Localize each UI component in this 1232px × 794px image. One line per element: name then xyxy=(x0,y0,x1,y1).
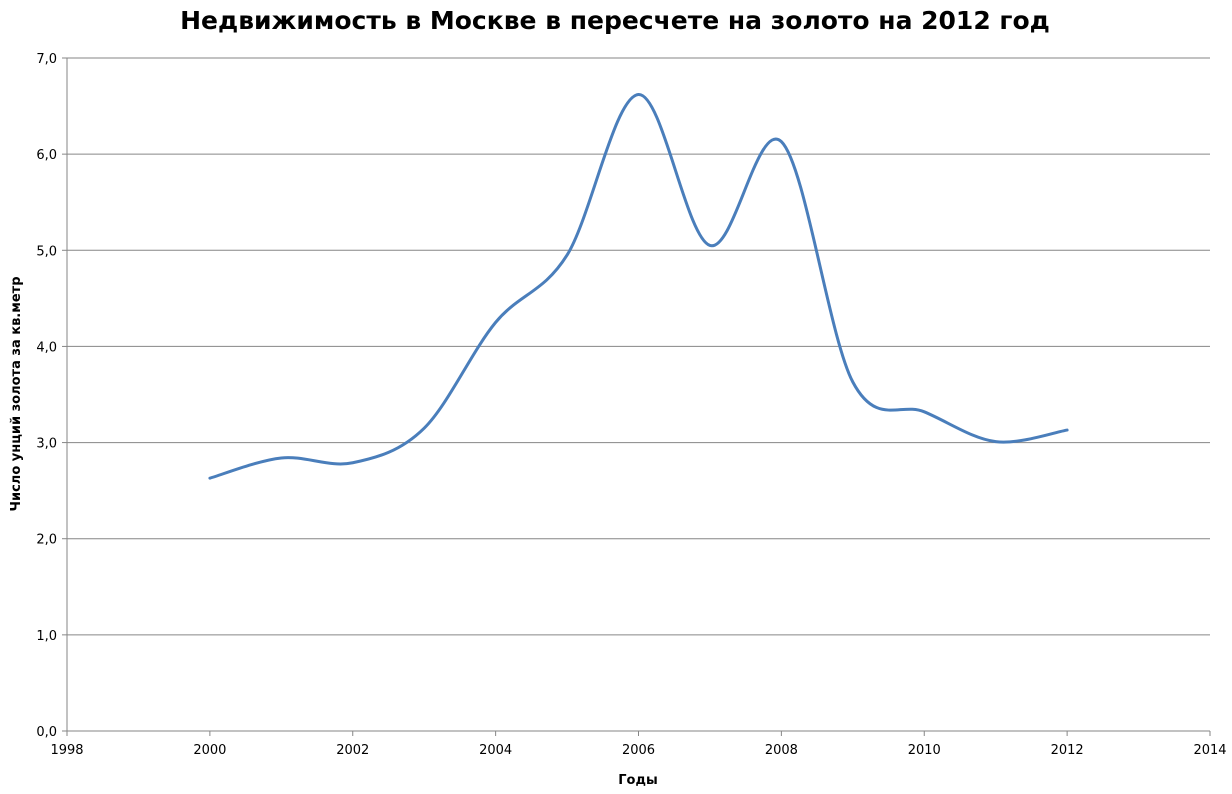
y-tick-label: 5,0 xyxy=(36,244,57,259)
x-tick-label: 2000 xyxy=(193,743,226,758)
x-tick-label: 2010 xyxy=(908,743,941,758)
x-tick-label: 2012 xyxy=(1051,743,1084,758)
y-tick-label: 7,0 xyxy=(36,52,57,67)
series-layer xyxy=(208,93,1069,480)
gridlines xyxy=(67,57,1210,636)
series-line xyxy=(208,93,1069,480)
y-tick-label: 0,0 xyxy=(36,725,57,740)
chart-title: Недвижимость в Москве в пересчете на зол… xyxy=(180,6,1050,35)
y-tick-label: 6,0 xyxy=(36,148,57,163)
x-axis-label: Годы xyxy=(618,773,657,788)
y-tick-label: 3,0 xyxy=(36,437,57,452)
y-axis-label: Число унций золота за кв.метр xyxy=(9,276,24,511)
x-tick-label: 2002 xyxy=(336,743,369,758)
x-tick-label: 2004 xyxy=(479,743,512,758)
y-tick-label: 1,0 xyxy=(36,629,57,644)
x-tick-label: 2006 xyxy=(622,743,655,758)
x-tick-label: 2008 xyxy=(765,743,798,758)
y-tick-label: 2,0 xyxy=(36,533,57,548)
axes: 0,0 1,0 2,0 3,0 4,0 5,0 6,0 7,0 1998 2000 2002 2004… xyxy=(36,52,1226,758)
y-tick-label: 4,0 xyxy=(36,340,57,355)
x-tick-label: 2014 xyxy=(1193,743,1226,758)
x-tick-label: 1998 xyxy=(50,743,83,758)
